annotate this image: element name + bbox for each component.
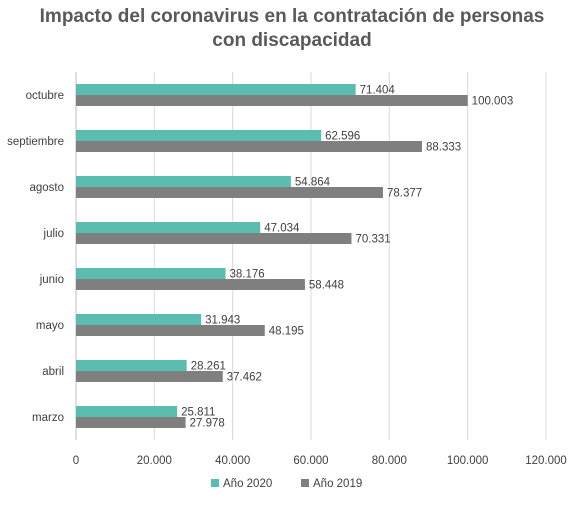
bar-ano-2020 (76, 222, 261, 233)
data-label: 78.377 (387, 188, 422, 200)
data-label: 71.404 (360, 85, 396, 97)
bar-ano-2019 (76, 233, 352, 244)
data-label: 31.943 (205, 315, 240, 327)
data-label: 25.811 (181, 407, 215, 419)
legend-label: Año 2020 (223, 478, 272, 490)
bar-ano-2019 (76, 95, 468, 106)
x-tick-label: 120.000 (525, 455, 567, 467)
bar-ano-2020 (76, 84, 356, 95)
x-tick-label: 20.000 (137, 455, 172, 467)
bar-ano-2020 (76, 268, 226, 279)
bar-ano-2019 (76, 141, 422, 152)
value-axis: 0 20.000 40.000 60.000 80.000 100.000 120.000 (73, 455, 567, 467)
bar-ano-2019 (76, 417, 186, 428)
category-label: septiembre (7, 136, 64, 148)
bar-ano-2020 (76, 360, 187, 371)
bar-ano-2020 (76, 406, 178, 417)
x-tick-label: 0 (73, 455, 79, 467)
bar-ano-2019 (76, 187, 383, 198)
bar-ano-2020 (76, 130, 322, 141)
x-tick-label: 40.000 (215, 455, 250, 467)
x-tick-label: 80.000 (372, 455, 407, 467)
data-label: 54.864 (295, 177, 331, 189)
bar-ano-2019 (76, 279, 305, 290)
data-label: 48.195 (269, 326, 304, 338)
data-label: 28.261 (191, 361, 226, 373)
category-axis: marzo abril mayo junio julio agosto septiembre… (7, 90, 64, 424)
data-label: 88.333 (426, 142, 461, 154)
bar-ano-2020 (76, 314, 202, 325)
chart-title-line-1: Impacto del coronavirus en la contrataci… (40, 6, 545, 27)
data-label: 100.003 (472, 96, 514, 108)
chart-title-line-2: con discapacidad (212, 30, 371, 51)
data-label: 27.978 (190, 418, 225, 430)
bar-ano-2019 (76, 325, 265, 336)
category-label: junio (39, 274, 64, 286)
category-label: abril (42, 366, 64, 378)
bar-ano-2020 (76, 176, 291, 187)
category-label: mayo (36, 320, 64, 332)
legend-label: Año 2019 (313, 478, 362, 490)
category-label: marzo (32, 412, 64, 424)
data-label: 38.176 (230, 269, 265, 281)
category-label: julio (43, 228, 64, 240)
category-label: octubre (26, 90, 64, 102)
x-tick-label: 60.000 (293, 455, 328, 467)
bar-ano-2019 (76, 371, 223, 382)
gridlines (75, 72, 547, 440)
legend-swatch (301, 479, 309, 487)
legend-swatch (211, 479, 219, 487)
data-label: 62.596 (325, 131, 360, 143)
data-label: 37.462 (227, 372, 262, 384)
x-tick-label: 100.000 (447, 455, 489, 467)
data-label: 70.331 (355, 234, 390, 246)
data-label: 47.034 (264, 223, 300, 235)
data-label: 58.448 (309, 280, 344, 292)
category-label: agosto (29, 182, 64, 194)
bars (76, 84, 468, 428)
legend: Año 2020 Año 2019 (211, 478, 362, 490)
